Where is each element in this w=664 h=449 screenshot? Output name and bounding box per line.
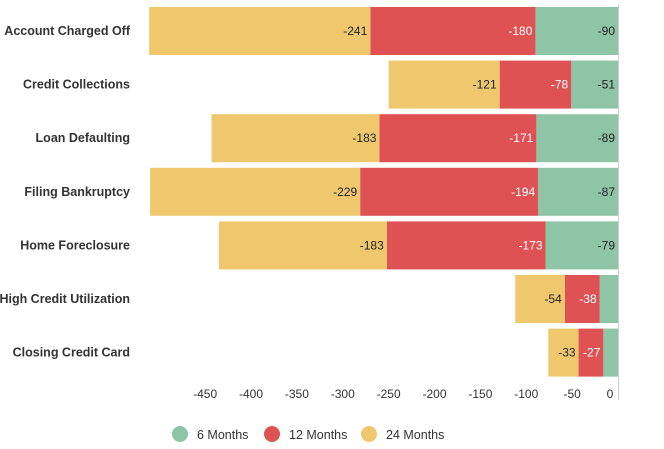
bar-segment [386, 221, 546, 270]
legend-label: 6 Months [197, 428, 248, 442]
data-label: -121 [473, 78, 497, 92]
data-label: -27 [583, 346, 601, 360]
x-axis-ticks: -450 -400 -350 -300 -250 -200 -150 -100 -50 0 [193, 387, 614, 401]
x-tick-label: 0 [607, 387, 614, 401]
bar-segment [545, 221, 618, 270]
data-label: -241 [343, 24, 367, 38]
data-label: -51 [598, 78, 616, 92]
bar-segment [578, 328, 604, 377]
data-label: -78 [551, 78, 569, 92]
category-label: Credit Collections [23, 78, 130, 92]
data-label: -173 [518, 238, 542, 252]
data-label: -79 [598, 238, 616, 252]
bar-segment [536, 114, 618, 163]
category-label: Filing Bankruptcy [24, 185, 130, 199]
bar-segment [149, 7, 371, 55]
bar-segment [535, 7, 618, 55]
data-label: -90 [598, 24, 616, 38]
category-label: Loan Defaulting [36, 131, 130, 145]
bar-segment [150, 167, 361, 216]
bar-segment [218, 221, 387, 270]
data-label: -171 [509, 131, 533, 145]
x-tick-label: -450 [193, 387, 217, 401]
legend: 6 Months 12 Months 24 Months [172, 426, 444, 442]
legend-marker [172, 426, 188, 442]
bar-segment [603, 328, 618, 377]
x-tick-label: -400 [239, 387, 263, 401]
category-label: High Credit Utilization [0, 292, 130, 306]
data-label: -229 [333, 185, 357, 199]
x-tick-label: -100 [514, 387, 538, 401]
bar-segment [515, 275, 565, 323]
bar-segment [571, 60, 618, 109]
bar-segment [499, 60, 572, 109]
data-label: -33 [558, 346, 576, 360]
legend-marker [361, 426, 377, 442]
bar-segment [211, 114, 380, 163]
bar-segment [564, 275, 600, 323]
bar-segment [538, 167, 618, 216]
data-label: -54 [544, 292, 562, 306]
category-labels: Account Charged Off Credit Collections Loa… [0, 24, 131, 360]
x-tick-label: -250 [377, 387, 401, 401]
legend-label: 24 Months [386, 428, 444, 442]
x-tick-label: -200 [422, 387, 446, 401]
x-tick-label: -300 [331, 387, 355, 401]
data-label: -38 [579, 292, 597, 306]
bar-segment [370, 7, 536, 55]
bar-segment [379, 114, 537, 163]
bars-layer: -90 -180 -241 -51 -78 -121 -89 -171 -183 -87 -194 -… [149, 7, 618, 377]
category-label: Closing Credit Card [13, 346, 130, 360]
bar-segment [388, 60, 500, 109]
data-label: -183 [352, 131, 376, 145]
legend-label: 12 Months [289, 428, 347, 442]
x-tick-label: -150 [468, 387, 492, 401]
x-tick-label: -50 [563, 387, 581, 401]
data-label: -89 [598, 131, 616, 145]
data-label: -194 [511, 185, 535, 199]
category-label: Account Charged Off [4, 24, 131, 38]
bar-segment [360, 167, 539, 216]
data-label: -180 [508, 24, 532, 38]
bar-segment [548, 328, 579, 377]
category-label: Home Foreclosure [20, 238, 130, 252]
x-tick-label: -350 [285, 387, 309, 401]
bar-segment [599, 275, 618, 323]
data-label: -183 [360, 238, 384, 252]
data-label: -87 [598, 185, 616, 199]
legend-marker [264, 426, 280, 442]
